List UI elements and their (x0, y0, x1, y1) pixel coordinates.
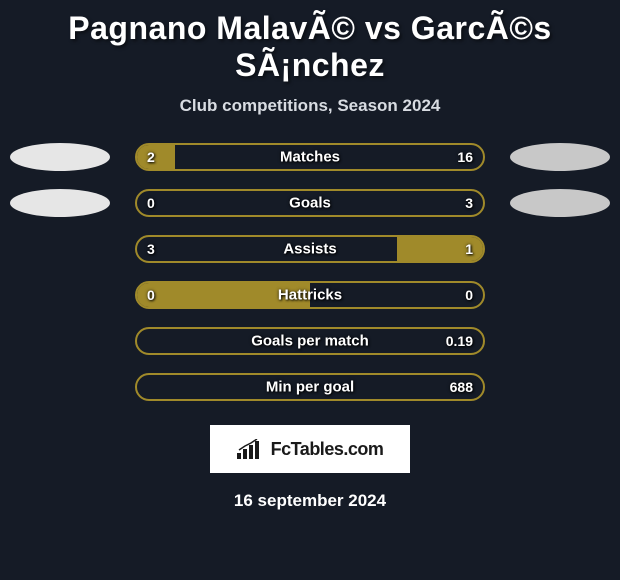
team-crest-right (510, 189, 610, 217)
stat-value-left: 0 (147, 287, 155, 303)
footer-logo[interactable]: FcTables.com (210, 425, 410, 473)
stat-bar: 2 Matches 16 (135, 143, 485, 171)
team-crest-left (10, 189, 110, 217)
stat-value-right: 16 (457, 149, 473, 165)
stat-row: 0 Goals 3 (10, 187, 610, 219)
team-crest-right (510, 143, 610, 171)
stat-value-left: 3 (147, 241, 155, 257)
stat-label: Matches (280, 149, 340, 166)
stat-bar: 0 Hattricks 0 (135, 281, 485, 309)
comparison-widget: Pagnano MalavÃ© vs GarcÃ©s SÃ¡nchez Club… (0, 0, 620, 521)
logo-text: FcTables.com (271, 439, 384, 460)
stat-value-left: 0 (147, 195, 155, 211)
stat-label: Assists (283, 241, 336, 258)
stat-label: Hattricks (278, 287, 342, 304)
stat-label: Goals per match (251, 333, 369, 350)
stat-label: Min per goal (266, 379, 354, 396)
chart-icon (237, 439, 265, 459)
stat-value-right: 0 (465, 287, 473, 303)
stat-bar: 3 Assists 1 (135, 235, 485, 263)
stat-bar: 0 Goals 3 (135, 189, 485, 217)
stat-row: 3 Assists 1 (10, 233, 610, 265)
date-label: 16 september 2024 (5, 491, 615, 511)
stat-value-right: 1 (465, 241, 473, 257)
stats-rows: 2 Matches 16 0 Goals 3 3 Assists 1 0 Hattricks 0 Goa… (5, 141, 615, 403)
stat-row: 2 Matches 16 (10, 141, 610, 173)
stat-value-right: 688 (450, 379, 473, 395)
stat-label: Goals (289, 195, 331, 212)
stat-row: 0 Hattricks 0 (10, 279, 610, 311)
stat-row: Goals per match 0.19 (10, 325, 610, 357)
team-crest-left (10, 143, 110, 171)
stat-bar: Goals per match 0.19 (135, 327, 485, 355)
subtitle: Club competitions, Season 2024 (5, 96, 615, 116)
stat-row: Min per goal 688 (10, 371, 610, 403)
stat-bar: Min per goal 688 (135, 373, 485, 401)
page-title: Pagnano MalavÃ© vs GarcÃ©s SÃ¡nchez (5, 10, 615, 84)
bar-fill-left (137, 145, 175, 169)
stat-value-left: 2 (147, 149, 155, 165)
stat-value-right: 0.19 (446, 333, 473, 349)
stat-value-right: 3 (465, 195, 473, 211)
